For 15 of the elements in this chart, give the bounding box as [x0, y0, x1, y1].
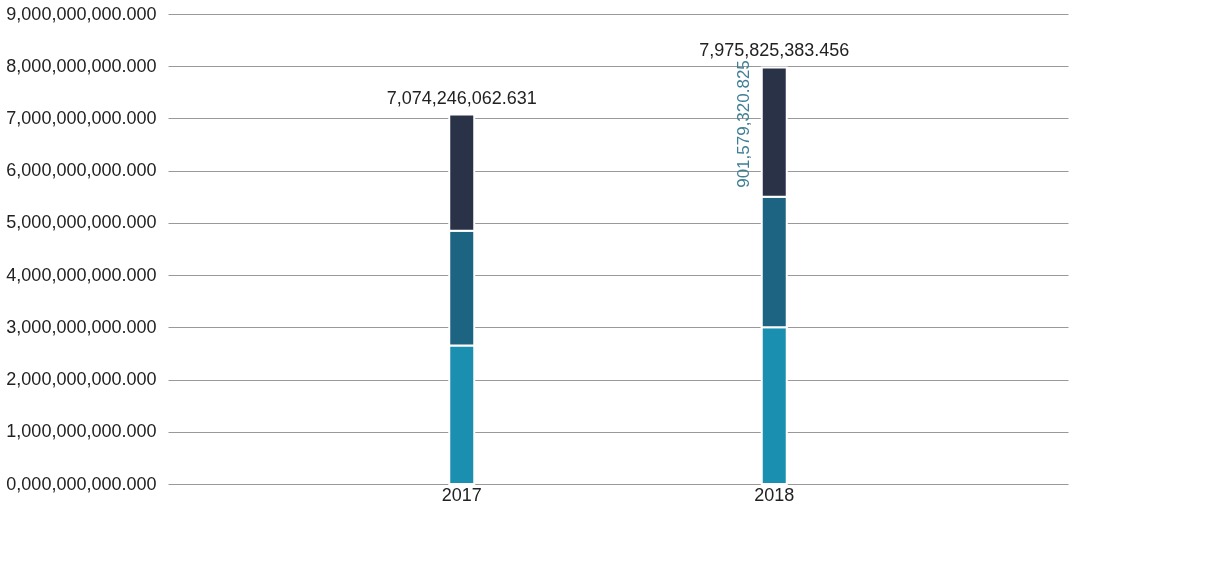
y-tick-label: 0,000,000,000.000	[6, 473, 157, 494]
x-tick-label: 2017	[441, 484, 482, 505]
y-tick-label: 1,000,000,000.000	[6, 421, 157, 442]
y-tick-label: 5,000,000,000.000	[6, 212, 157, 233]
y-tick-label: 8,000,000,000.000	[6, 55, 157, 76]
y-tick-label: 3,000,000,000.000	[6, 316, 157, 337]
y-tick-label: 7,000,000,000.000	[6, 107, 157, 128]
total-label: 7,074,246,062.631	[386, 87, 537, 108]
y-tick-label: 4,000,000,000.000	[6, 264, 157, 285]
y-tick-label: 6,000,000,000.000	[6, 160, 157, 181]
annotation: 901,579,320.825	[734, 60, 754, 188]
y-tick-label: 9,000,000,000.000	[6, 3, 157, 24]
x-tick-label: 2018	[754, 484, 795, 505]
total-label: 7,975,825,383.456	[699, 40, 850, 61]
y-tick-label: 2,000,000,000.000	[6, 369, 157, 390]
